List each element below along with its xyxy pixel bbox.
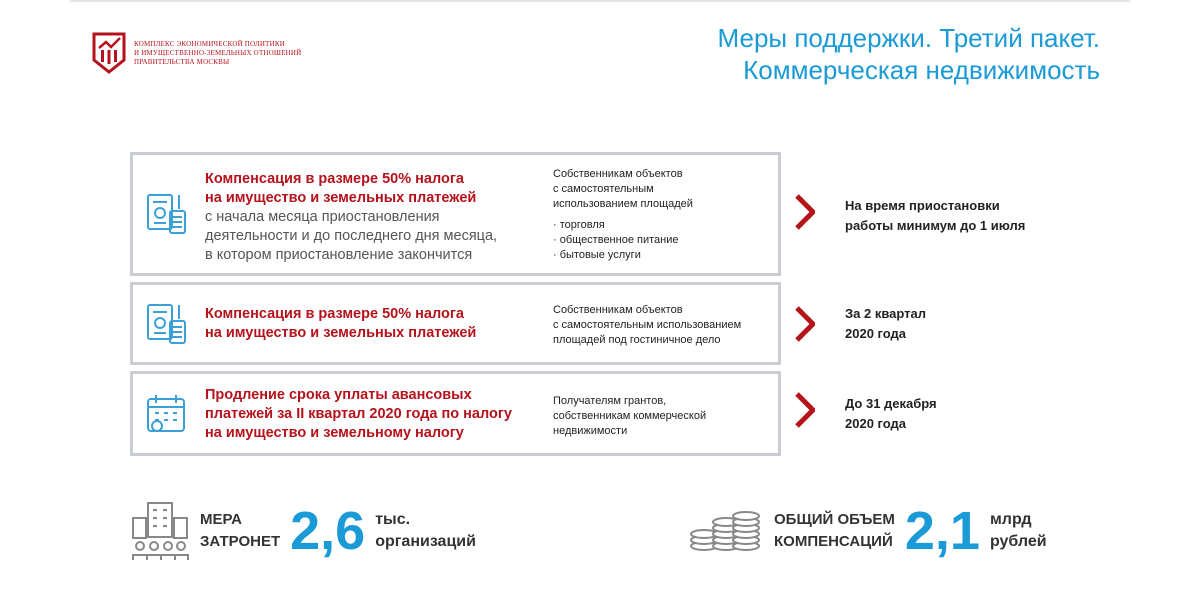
top-divider — [70, 0, 1130, 2]
stat-compensation: Общий объем компенсаций 2,1 млрд рублей — [688, 500, 1047, 562]
stat-unit: рублей — [989, 533, 1047, 550]
stat-unit: тыс. — [375, 511, 411, 528]
term-line: работы минимум до 1 июля — [845, 218, 1026, 233]
title-line: Меры поддержки. Третий пакет. — [717, 23, 1100, 53]
recipients-text: использованием площадей — [553, 198, 693, 210]
measure-detail: деятельности и до последнего дня месяца, — [205, 228, 498, 244]
measure-card: Компенсация в размере 50% налога на имущ… — [130, 282, 781, 365]
recipients-text: недвижимости — [553, 425, 628, 437]
logo-shield-icon — [92, 32, 126, 74]
stat-label: затронет — [200, 533, 281, 550]
measure-title: на имущество и земельных платежей — [205, 325, 477, 341]
measure-title: на имущество и земельному налогу — [205, 425, 464, 441]
recipients-bullet: · бытовые услуги — [553, 249, 641, 261]
measure-term: До 31 декабря 2020 года — [845, 394, 937, 434]
stat-label: компенсаций — [774, 533, 893, 550]
recipients-text: с самостоятельным использованием — [553, 319, 742, 331]
recipients-text: собственникам коммерческой — [553, 410, 707, 422]
stat-organizations: Мера затронет 2,6 тыс. организаций — [130, 500, 476, 562]
stat-value: 2,6 — [290, 501, 366, 561]
measure-title: платежей за II квартал 2020 года по нало… — [205, 406, 512, 422]
stat-unit: млрд — [989, 511, 1032, 528]
page-title: Меры поддержки. Третий пакет. Коммерческ… — [718, 22, 1100, 86]
coins-icon — [690, 511, 760, 551]
measure-term: На время приостановки работы минимум до … — [845, 196, 1025, 236]
measure-title: Продление срока уплаты авансовых — [205, 387, 472, 403]
term-line: За 2 квартал — [845, 306, 927, 321]
term-line: На время приостановки — [845, 198, 1000, 213]
stat-label: Общий объем — [774, 511, 895, 528]
measure-term: За 2 квартал 2020 года — [845, 304, 926, 344]
stat-value: 2,1 — [904, 501, 980, 561]
term-line: 2020 года — [845, 326, 907, 341]
logo-text-line: правительства Москвы — [134, 57, 230, 66]
recipients-bullet: · торговля — [553, 219, 605, 231]
measure-title: на имущество и земельных платежей — [205, 190, 477, 206]
document-calculator-icon — [147, 304, 186, 344]
recipients-text: площадей под гостиничное дело — [553, 334, 721, 346]
document-calculator-icon — [147, 194, 186, 234]
logo: Комплекс экономической политики и имущес… — [92, 32, 301, 74]
chevron-right-icon — [795, 194, 815, 230]
measure-title: Компенсация в размере 50% налога — [205, 306, 464, 322]
measure-detail: в котором приостановление закончится — [205, 247, 473, 263]
recipients-text: Собственникам объектов — [553, 304, 683, 316]
buildings-people-icon — [132, 502, 189, 560]
stat-unit: организаций — [375, 533, 476, 550]
recipients-text: с самостоятельным — [553, 183, 654, 195]
measure-card: Продление срока уплаты авансовых платеже… — [130, 371, 781, 456]
title-line: Коммерческая недвижимость — [743, 55, 1100, 85]
term-line: 2020 года — [845, 416, 907, 431]
stat-label: Мера — [200, 511, 243, 528]
recipients-bullet: · общественное питание — [553, 234, 679, 246]
measure-title: Компенсация в размере 50% налога — [205, 171, 464, 187]
logo-text-line: и имущественно-земельных отношений — [134, 48, 302, 57]
term-line: До 31 декабря — [845, 396, 937, 411]
calendar-icon — [147, 395, 185, 432]
measure-detail: с начала месяца приостановления — [205, 209, 440, 225]
recipients-text: Собственникам объектов — [553, 168, 683, 180]
measure-card: Компенсация в размере 50% налога на имущ… — [130, 152, 781, 276]
chevron-right-icon — [795, 392, 815, 428]
chevron-right-icon — [795, 306, 815, 342]
recipients-text: Получателям грантов, — [553, 395, 667, 407]
logo-text-line: Комплекс экономической политики — [134, 39, 285, 48]
